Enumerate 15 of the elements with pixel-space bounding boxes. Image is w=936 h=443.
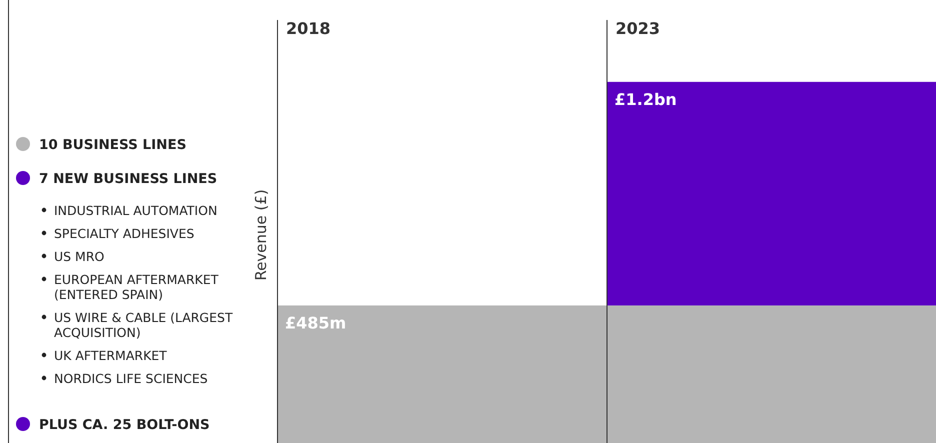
annotation: US WIRE & CABLE (LARGEST ACQUISITION) [54, 310, 233, 340]
annotation: US MRO [54, 249, 105, 264]
x-tick-label: 2023 [616, 19, 660, 38]
x-tick-label: 2018 [286, 19, 331, 38]
legend-label: 10 BUSINESS LINES [39, 137, 186, 153]
annotation: £485m [285, 313, 346, 332]
annotation: INDUSTRIAL AUTOMATION [54, 203, 218, 218]
annotation: £1.2bn [614, 90, 677, 109]
annotation: PLUS CA. 25 BOLT-ONS [39, 417, 210, 433]
annotation: UK AFTERMARKET [54, 348, 168, 363]
annotation: SPECIALTY ADHESIVES [54, 226, 194, 241]
legend-label: 7 NEW BUSINESS LINES [39, 171, 218, 187]
y-axis-title: Revenue (£) [252, 189, 270, 281]
annotation: NORDICS LIFE SCIENCES [54, 371, 208, 386]
annotation: EUROPEAN AFTERMARKET (ENTERED SPAIN) [54, 272, 219, 302]
